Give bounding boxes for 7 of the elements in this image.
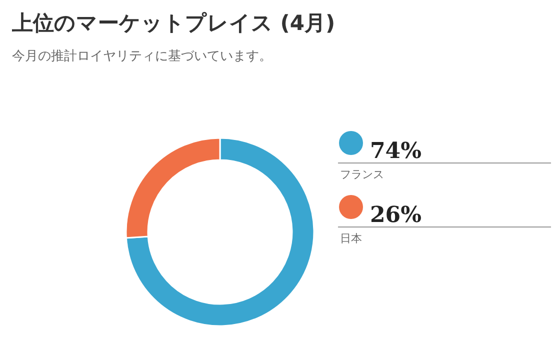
- legend-label: フランス: [340, 168, 384, 181]
- data-label: 26%: [370, 202, 422, 228]
- chart-title: 上位のマーケットプレイス (4月): [11, 11, 336, 35]
- chart-subtitle: 今月の推計ロイヤリティに基づいています。: [12, 49, 272, 64]
- legend-label: 日本: [340, 232, 362, 245]
- donut-slice: [125, 137, 315, 327]
- data-label: 74%: [370, 138, 422, 164]
